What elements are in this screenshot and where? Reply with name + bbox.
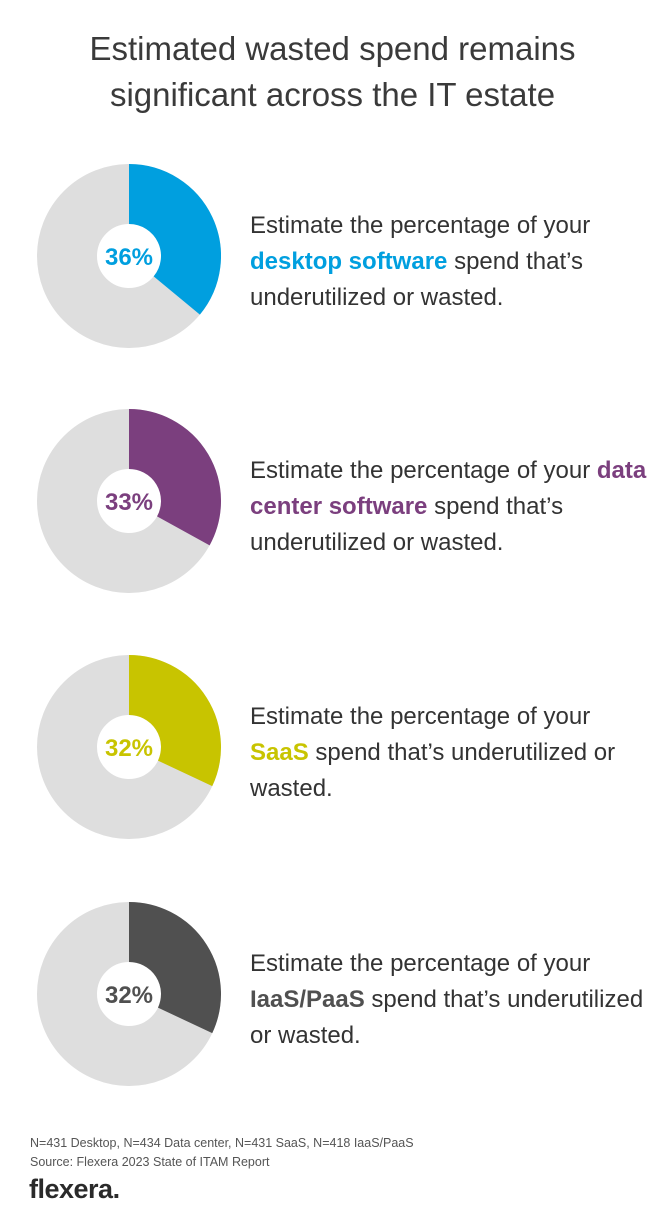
donut-percent-label: 33% bbox=[105, 489, 153, 516]
footnote-source: Source: Flexera 2023 State of ITAM Repor… bbox=[30, 1155, 270, 1169]
donut-chart-desktop: 36% bbox=[37, 164, 221, 348]
page-title: Estimated wasted spend remains significa… bbox=[0, 26, 665, 118]
question-suffix: spend that’s underutilized or wasted. bbox=[250, 493, 564, 556]
question-highlight: data center software bbox=[250, 457, 647, 520]
donut-percent-label: 36% bbox=[105, 244, 153, 271]
question-prefix: Estimate the percentage of your bbox=[250, 703, 591, 730]
chart-row-data-center: 33% Estimate the percentage of your data… bbox=[0, 409, 665, 599]
logo-wordmark: flexera bbox=[29, 1174, 113, 1204]
chart-row-desktop: 36% Estimate the percentage of your desk… bbox=[0, 164, 665, 354]
chart-row-saas: 32% Estimate the percentage of your SaaS… bbox=[0, 655, 665, 845]
donut-value-slice bbox=[127, 409, 221, 546]
donut-percent-label: 32% bbox=[105, 982, 153, 1009]
question-suffix: spend that’s underutilized or wasted. bbox=[250, 739, 616, 802]
donut-chart-iaas-paas: 32% bbox=[37, 902, 221, 1086]
question-suffix: spend that’s underutilized or wasted. bbox=[250, 248, 584, 311]
question-text-iaas-paas: Estimate the percentage of your IaaS/Paa… bbox=[250, 946, 650, 1054]
question-highlight: IaaS/PaaS bbox=[250, 986, 365, 1013]
question-highlight: desktop software bbox=[250, 248, 448, 275]
donut-value-slice bbox=[127, 902, 221, 1034]
logo-dot: . bbox=[112, 1174, 121, 1204]
question-text-data-center: Estimate the percentage of your data cen… bbox=[250, 453, 650, 561]
footnote-sample-sizes: N=431 Desktop, N=434 Data center, N=431 … bbox=[30, 1136, 414, 1150]
donut-chart-data-center: 33% bbox=[37, 409, 221, 593]
title-line-2: significant across the IT estate bbox=[109, 76, 556, 113]
flexera-logo: flexera. bbox=[29, 1174, 120, 1205]
donut-value-slice bbox=[127, 655, 221, 787]
question-text-desktop: Estimate the percentage of your desktop … bbox=[250, 208, 650, 316]
chart-row-iaas-paas: 32% Estimate the percentage of your IaaS… bbox=[0, 902, 665, 1092]
question-prefix: Estimate the percentage of your bbox=[250, 212, 591, 239]
donut-chart-saas: 32% bbox=[37, 655, 221, 839]
question-prefix: Estimate the percentage of your bbox=[250, 950, 591, 977]
footnote: N=431 Desktop, N=434 Data center, N=431 … bbox=[30, 1134, 414, 1172]
question-prefix: Estimate the percentage of your bbox=[250, 457, 591, 484]
question-highlight: SaaS bbox=[250, 739, 309, 766]
question-text-saas: Estimate the percentage of your SaaS spe… bbox=[250, 699, 650, 807]
title-line-1: Estimated wasted spend remains bbox=[89, 30, 576, 67]
donut-percent-label: 32% bbox=[105, 735, 153, 762]
donut-value-slice bbox=[127, 164, 221, 315]
question-suffix: spend that’s underutilized or wasted. bbox=[250, 986, 644, 1049]
